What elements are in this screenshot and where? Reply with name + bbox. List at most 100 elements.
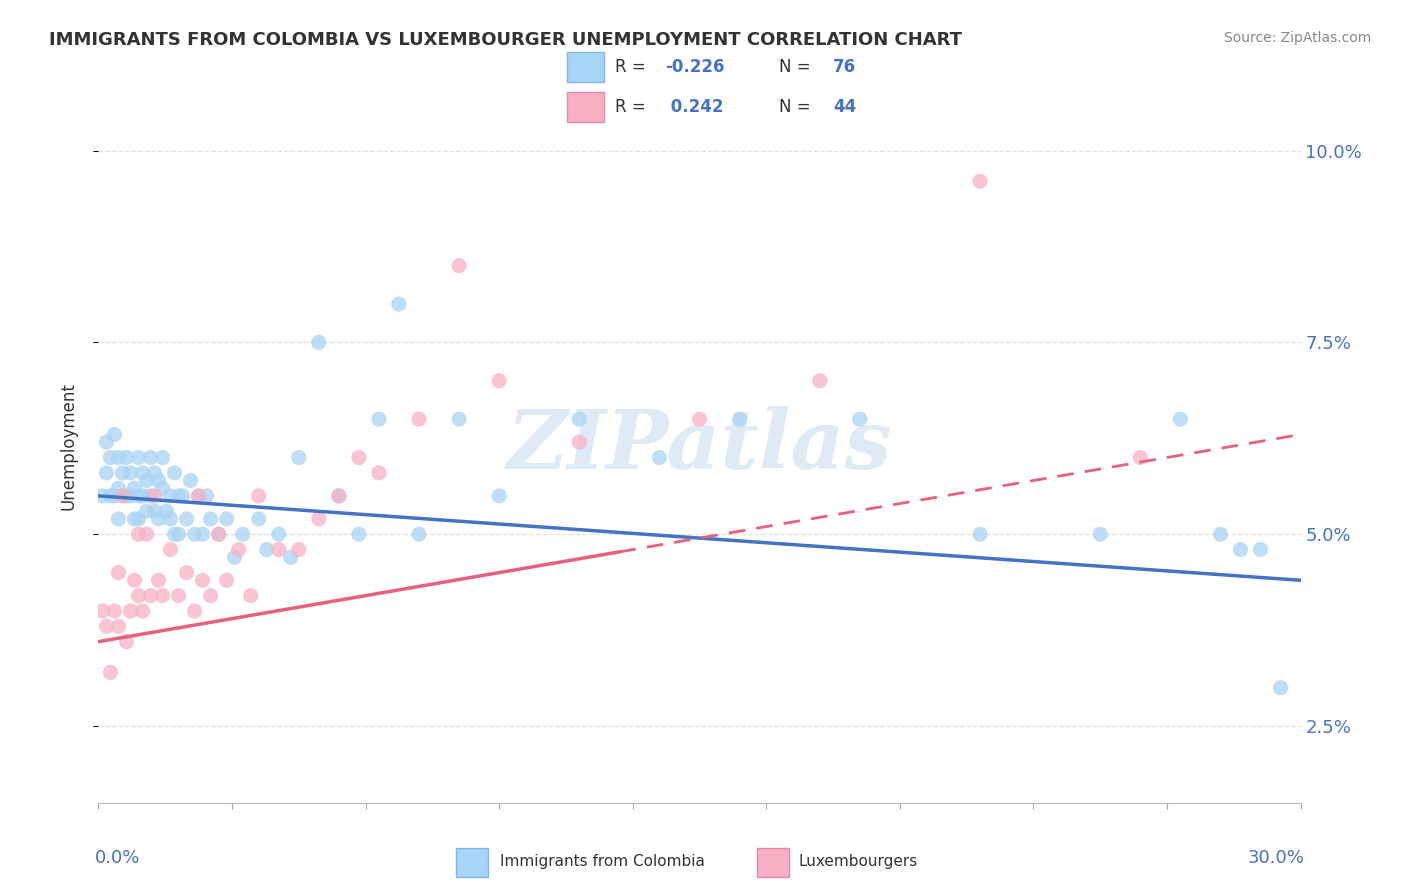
Point xyxy=(96,466,118,480)
Point xyxy=(288,542,311,557)
Text: N =: N = xyxy=(779,58,815,76)
Point xyxy=(488,489,510,503)
Point xyxy=(111,466,134,480)
Point xyxy=(969,174,991,188)
Point xyxy=(131,489,153,503)
Point xyxy=(107,566,129,580)
Text: 44: 44 xyxy=(832,98,856,116)
Point xyxy=(728,412,751,426)
Point xyxy=(180,474,202,488)
Point xyxy=(232,527,254,541)
Point xyxy=(191,527,214,541)
Point xyxy=(139,450,162,465)
FancyBboxPatch shape xyxy=(756,847,790,877)
Point xyxy=(247,512,270,526)
Point xyxy=(568,412,591,426)
Point xyxy=(148,574,170,588)
Point xyxy=(488,374,510,388)
Text: 0.0%: 0.0% xyxy=(94,849,139,867)
Point xyxy=(176,512,198,526)
Point xyxy=(111,489,134,503)
Point xyxy=(143,489,166,503)
Point xyxy=(280,550,302,565)
Point xyxy=(849,412,872,426)
Point xyxy=(167,489,190,503)
Point xyxy=(124,512,146,526)
Point xyxy=(228,542,250,557)
Text: Source: ZipAtlas.com: Source: ZipAtlas.com xyxy=(1223,31,1371,45)
Point xyxy=(124,574,146,588)
Point xyxy=(328,489,350,503)
Point xyxy=(139,489,162,503)
Point xyxy=(152,589,174,603)
Point xyxy=(247,489,270,503)
Point xyxy=(808,374,831,388)
Point xyxy=(172,489,194,503)
Point xyxy=(1170,412,1192,426)
Point xyxy=(256,542,278,557)
Point xyxy=(163,466,186,480)
Point xyxy=(689,412,711,426)
Point xyxy=(191,574,214,588)
Point xyxy=(408,527,430,541)
Point xyxy=(1270,681,1292,695)
Point xyxy=(167,589,190,603)
Point xyxy=(91,604,114,618)
Point xyxy=(308,512,330,526)
Point xyxy=(568,435,591,450)
Point xyxy=(1209,527,1232,541)
Text: N =: N = xyxy=(779,98,815,116)
Text: R =: R = xyxy=(614,98,651,116)
Text: Immigrants from Colombia: Immigrants from Colombia xyxy=(501,855,704,869)
Point xyxy=(152,450,174,465)
Point xyxy=(148,512,170,526)
Point xyxy=(107,481,129,495)
Point xyxy=(1129,450,1152,465)
Point xyxy=(131,466,153,480)
Point xyxy=(347,450,370,465)
Point xyxy=(215,574,238,588)
Point xyxy=(447,259,470,273)
Point xyxy=(167,527,190,541)
FancyBboxPatch shape xyxy=(567,53,603,82)
Point xyxy=(969,527,991,541)
Text: 76: 76 xyxy=(832,58,856,76)
Point xyxy=(648,450,671,465)
Point xyxy=(139,589,162,603)
Point xyxy=(100,450,122,465)
Text: 0.242: 0.242 xyxy=(665,98,724,116)
Point xyxy=(120,604,142,618)
Point xyxy=(176,566,198,580)
Point xyxy=(239,589,262,603)
Text: -0.226: -0.226 xyxy=(665,58,724,76)
Point xyxy=(124,481,146,495)
Point xyxy=(131,604,153,618)
Point xyxy=(128,589,150,603)
Point xyxy=(1250,542,1272,557)
Point xyxy=(159,542,181,557)
Point xyxy=(143,466,166,480)
Point xyxy=(103,427,125,442)
Point xyxy=(107,512,129,526)
Point xyxy=(91,489,114,503)
Point xyxy=(408,412,430,426)
Text: R =: R = xyxy=(614,58,651,76)
Point xyxy=(163,527,186,541)
Point xyxy=(388,297,411,311)
Point xyxy=(128,450,150,465)
Point xyxy=(100,665,122,680)
Point xyxy=(135,504,157,518)
Point xyxy=(183,604,205,618)
Point xyxy=(128,512,150,526)
Point xyxy=(208,527,231,541)
Point xyxy=(96,619,118,633)
Point xyxy=(187,489,209,503)
Point xyxy=(200,589,222,603)
Point xyxy=(115,489,138,503)
Point xyxy=(368,412,391,426)
Point xyxy=(115,450,138,465)
Point xyxy=(100,489,122,503)
Point xyxy=(120,466,142,480)
Point xyxy=(368,466,391,480)
Point xyxy=(115,634,138,648)
